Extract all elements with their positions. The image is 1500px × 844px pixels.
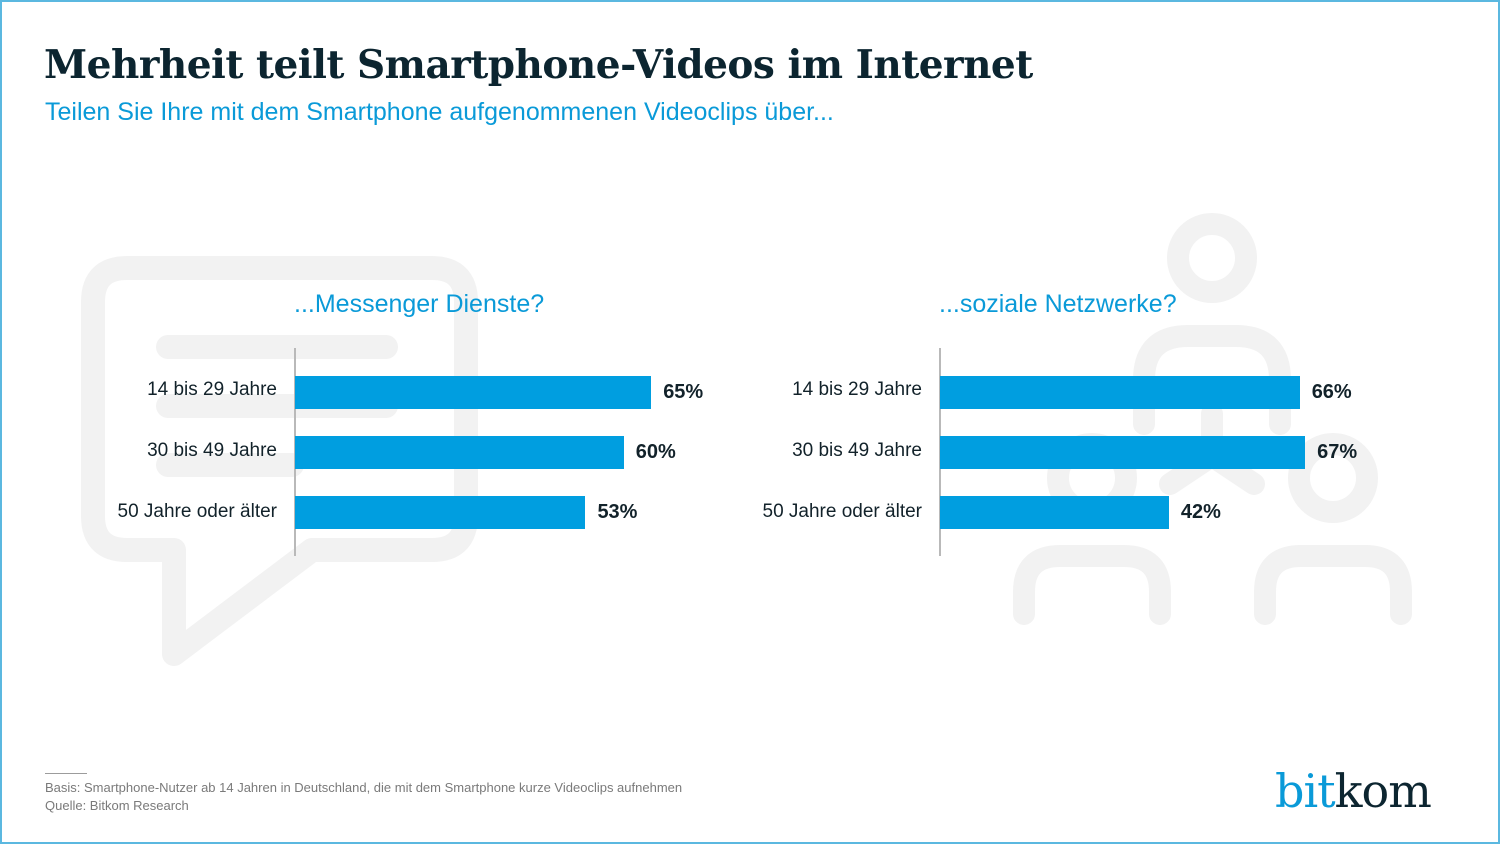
page-subtitle: Teilen Sie Ihre mit dem Smartphone aufge… xyxy=(45,98,834,126)
category-label: 30 bis 49 Jahre xyxy=(792,440,922,461)
bar xyxy=(295,376,652,409)
category-label: 14 bis 29 Jahre xyxy=(147,379,277,400)
bar xyxy=(940,436,1306,469)
logo-part-kom: kom xyxy=(1334,764,1432,818)
category-label: 50 Jahre oder älter xyxy=(117,501,278,522)
value-label: 67% xyxy=(1317,441,1358,463)
footnote-basis: Basis: Smartphone-Nutzer ab 14 Jahren in… xyxy=(45,780,683,795)
footnote-divider xyxy=(45,773,87,774)
speech-bubble-icon xyxy=(81,256,478,666)
value-label: 53% xyxy=(597,501,638,523)
category-label: 50 Jahre oder älter xyxy=(762,501,923,522)
bitkom-logo: bitkom xyxy=(1275,764,1432,818)
value-label: 66% xyxy=(1311,381,1352,403)
chart-title-messenger: ...Messenger Dienste? xyxy=(294,290,545,318)
page-title: Mehrheit teilt Smartphone-Videos im Inte… xyxy=(44,42,1033,88)
bar xyxy=(295,436,624,469)
value-label: 60% xyxy=(635,441,676,463)
value-label: 65% xyxy=(663,381,704,403)
chart-title-social-networks: ...soziale Netzwerke? xyxy=(939,290,1177,318)
footnote-source: Quelle: Bitkom Research xyxy=(45,798,189,813)
bar xyxy=(940,496,1169,529)
bar xyxy=(295,496,586,529)
logo-part-bit: bit xyxy=(1275,764,1336,818)
category-label: 30 bis 49 Jahre xyxy=(147,440,277,461)
category-label: 14 bis 29 Jahre xyxy=(792,379,922,400)
value-label: 42% xyxy=(1180,501,1221,523)
bar xyxy=(940,376,1300,409)
